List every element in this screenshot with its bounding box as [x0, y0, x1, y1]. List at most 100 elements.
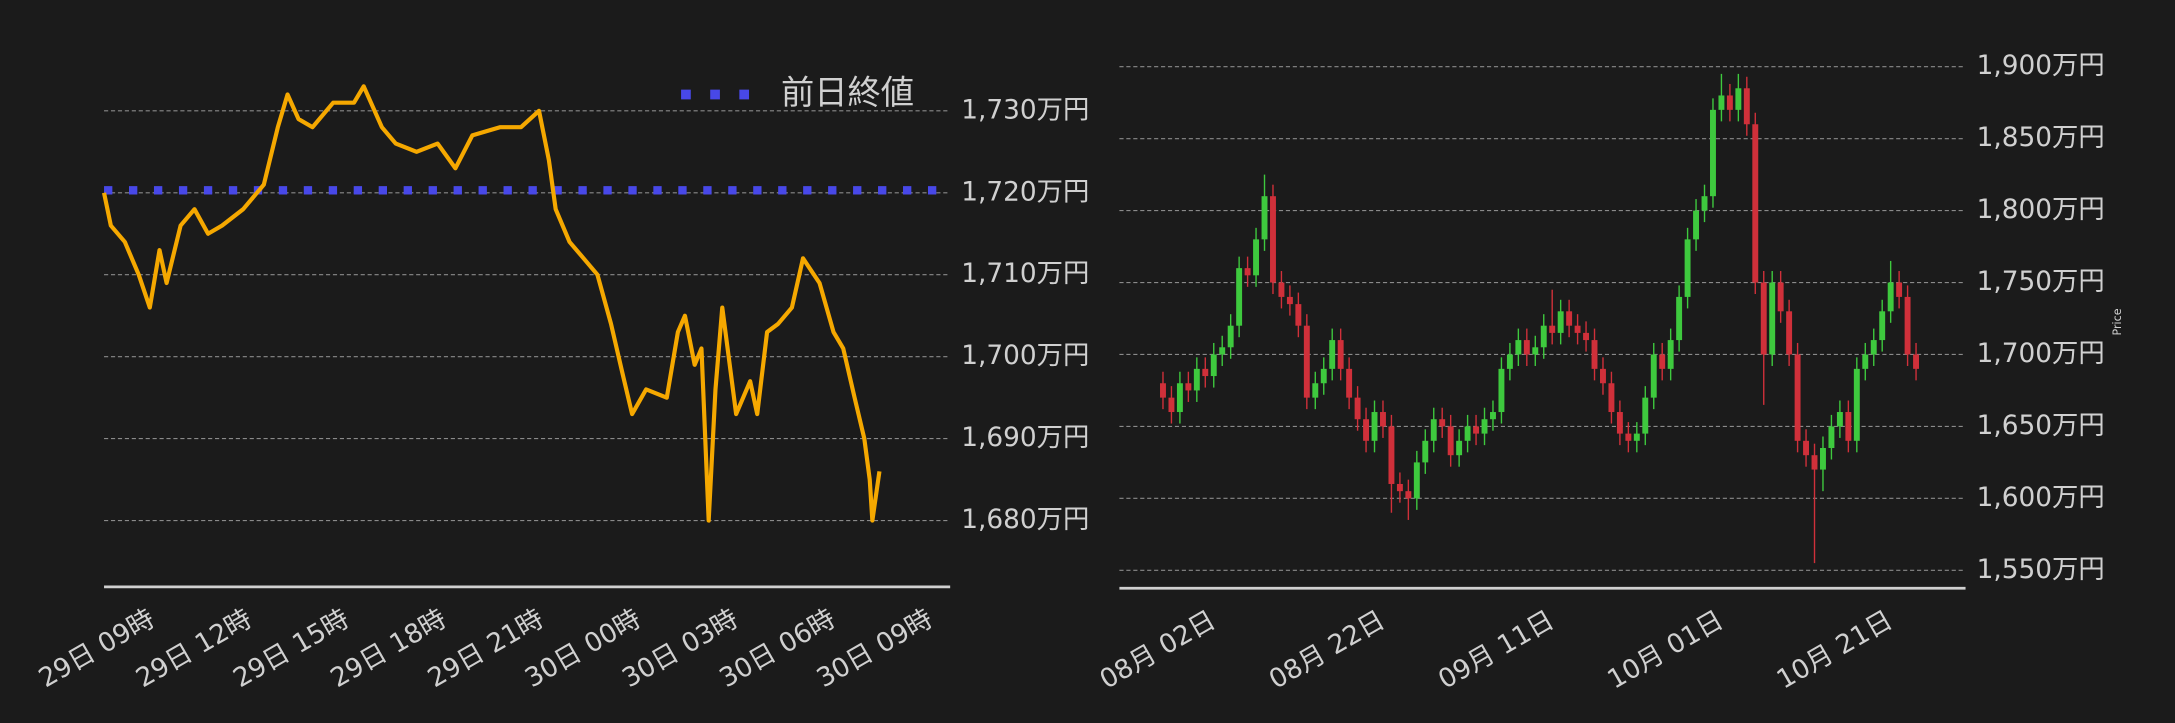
x-tick-label: 09月 11日 [1434, 605, 1560, 695]
candle-body [1853, 368, 1860, 441]
candle-body [1320, 368, 1327, 384]
candle-body [1769, 282, 1776, 355]
candle-body [1193, 368, 1200, 391]
candle-body [1176, 383, 1183, 413]
y-tick-label: 1,750万円 [1977, 267, 2105, 297]
candle-body [1329, 340, 1336, 369]
candle-body [1633, 433, 1640, 441]
candle-body [1718, 95, 1725, 110]
y-tick-label: 1,730万円 [961, 95, 1089, 125]
legend-label: 前日終値 [781, 73, 914, 112]
candle-body [1760, 282, 1767, 355]
candle-body [1270, 196, 1276, 283]
candle-body [1845, 412, 1852, 441]
candle-body [1388, 426, 1395, 484]
candle-body [1549, 325, 1556, 333]
candle-body [1439, 419, 1446, 427]
candle-body [1608, 383, 1615, 413]
candle-body [1726, 95, 1733, 110]
x-tick-label: 10月 21日 [1772, 605, 1898, 695]
candle-body [1286, 296, 1293, 305]
candle-body [1371, 412, 1378, 441]
candle-body [1896, 282, 1903, 297]
y-tick-label: 1,710万円 [961, 259, 1089, 289]
candle-body [1625, 433, 1632, 441]
candle-body [1794, 354, 1801, 441]
y-tick-label: 1,680万円 [961, 505, 1089, 535]
candle-body [1498, 368, 1505, 413]
y-axis-label: Price [2111, 308, 2124, 335]
candle-body [1879, 311, 1886, 341]
candle-body [1523, 340, 1530, 355]
y-tick-label: 1,700万円 [1977, 339, 2105, 369]
candle-body [1481, 419, 1488, 434]
candle-body [1676, 296, 1683, 341]
candle-body [1870, 340, 1877, 355]
y-tick-label: 1,800万円 [1977, 195, 2105, 225]
candle-body [1701, 196, 1708, 211]
candle-body [1650, 354, 1657, 398]
candle-body [1557, 311, 1564, 333]
candle-body [1887, 282, 1894, 312]
candle-body [1346, 368, 1353, 398]
candle-body [1244, 268, 1251, 276]
candle-body [1642, 397, 1649, 434]
candle-body [1210, 354, 1217, 377]
candle-body [1312, 383, 1319, 398]
candle-body [1743, 88, 1750, 125]
candle-body [1515, 340, 1522, 355]
candle-body [1219, 347, 1226, 355]
candle-body [1185, 383, 1192, 391]
y-tick-label: 1,720万円 [961, 177, 1089, 207]
candle-body [1447, 426, 1454, 456]
candle-body [1710, 109, 1716, 197]
candle-body [1583, 332, 1590, 341]
candle-body [1693, 210, 1700, 240]
candle-body [1380, 412, 1386, 427]
candle-body [1278, 282, 1285, 297]
x-tick-label: 10月 01日 [1603, 605, 1729, 695]
y-tick-label: 1,650万円 [1977, 411, 2105, 441]
y-tick-label: 1,850万円 [1977, 123, 2105, 153]
candle-body [1735, 88, 1742, 110]
candle-body [1422, 440, 1429, 463]
candle-body [1862, 354, 1869, 369]
candle-body [1777, 282, 1784, 312]
candle-body [1405, 491, 1412, 499]
candle-body [1236, 268, 1243, 326]
candle-body [1202, 368, 1209, 377]
candle-body [1566, 311, 1573, 326]
candle-body [1354, 397, 1361, 420]
candle-body [1540, 325, 1547, 348]
candle-body [1227, 325, 1234, 348]
candle-body [1363, 419, 1370, 441]
candle-body [1828, 426, 1835, 449]
candle-body [1904, 296, 1911, 355]
candle-body [1303, 325, 1310, 398]
candle-body [1811, 455, 1818, 470]
price-line [101, 84, 882, 523]
y-tick-label: 1,900万円 [1977, 51, 2105, 81]
candle-body [1667, 340, 1674, 369]
candle-body [1490, 412, 1496, 420]
candle-body [1684, 239, 1691, 297]
candle-body [1413, 462, 1420, 499]
candle-body [1430, 419, 1437, 441]
candle-body [1532, 347, 1539, 355]
y-tick-label: 1,690万円 [961, 423, 1089, 453]
candle-body [1803, 440, 1810, 456]
candle-body [1160, 383, 1166, 398]
y-tick-label: 1,550万円 [1977, 555, 2105, 585]
candle-body [1786, 311, 1793, 355]
candle-body [1456, 440, 1463, 456]
candle-body [1616, 412, 1623, 434]
candle-body [1168, 397, 1175, 413]
candle-body [1295, 304, 1302, 326]
candle-body [1913, 354, 1920, 369]
candle-body [1396, 483, 1403, 492]
candle-body [1506, 354, 1513, 369]
candle-body [1820, 448, 1826, 470]
y-tick-label: 1,600万円 [1977, 483, 2105, 513]
x-tick-label: 08月 02日 [1095, 605, 1221, 695]
x-tick-label: 08月 22日 [1264, 605, 1390, 695]
